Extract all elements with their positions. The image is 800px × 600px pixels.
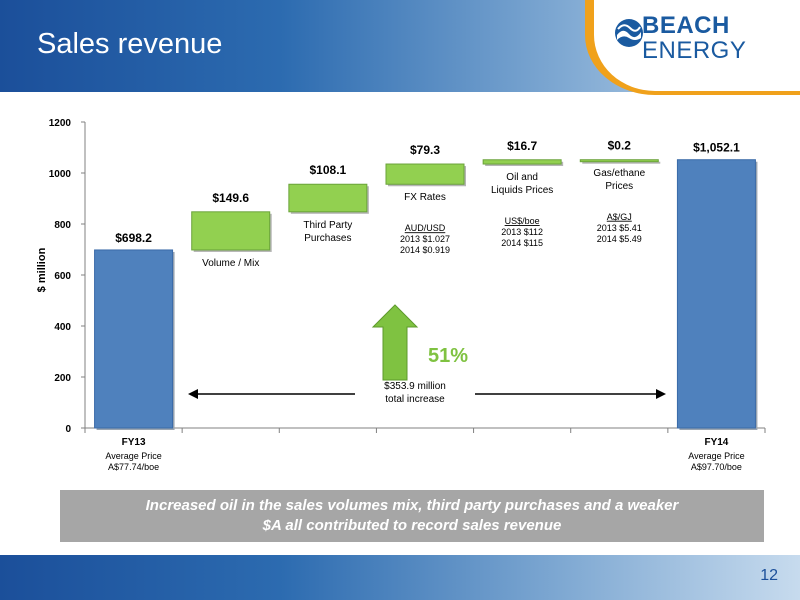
caption-box: Increased oil in the sales volumes mix, … [60,490,764,542]
header-band: Sales revenue BEACH ENERGY [0,0,800,95]
arrowhead-left-icon [188,389,198,399]
y-tick-label: 0 [65,424,71,435]
step-name-label: Gas/ethane [593,168,645,179]
step-detail-label: 2013 $1.027 [400,234,450,244]
data-label: $108.1 [310,163,347,177]
caption-line-2: $A all contributed to record sales reven… [262,517,562,534]
data-label: $16.7 [507,139,537,153]
step-detail-label: 2013 $112 [501,227,543,237]
category-sub-label: A$77.74/boe [108,462,159,472]
bar-total [94,249,174,429]
caption-line-1: Increased oil in the sales volumes mix, … [145,497,679,514]
step-name-label: FX Rates [404,192,446,203]
data-label: $1,052.1 [693,141,740,155]
y-axis-title: $ million [36,247,48,292]
y-tick-label: 600 [54,271,71,282]
y-tick-label: 1200 [49,118,72,129]
bar-delta [288,183,368,213]
data-label: $698.2 [115,231,152,245]
bar-delta [191,211,271,251]
step-detail-label: 2014 $0.919 [400,245,450,255]
y-tick-label: 400 [54,322,71,333]
increase-percent: 51% [428,345,468,367]
data-label: $79.3 [410,143,440,157]
step-name-label: Third Party [303,220,352,231]
bar-delta [385,163,465,185]
step-name-label: Purchases [304,233,351,244]
waterfall-chart: 0 200 400 600 800 1000 1200 $ million $698.2 FY13… [36,118,766,472]
data-label: $149.6 [212,191,249,205]
footer-band: 12 [0,555,800,600]
beach-energy-logo-icon [615,19,643,47]
category-sub-label: Average Price [105,451,161,461]
category-label: FY13 [122,437,146,448]
bar-delta [482,159,562,165]
data-label: $0.2 [608,139,632,153]
step-detail-label: AUD/USD [405,223,446,233]
increase-arrow-icon [371,304,419,381]
bar-total [676,159,756,429]
step-name-label: Volume / Mix [202,258,259,269]
category-sub-label: A$97.70/boe [691,462,742,472]
bar-delta [579,159,659,163]
step-detail-label: A$/GJ [607,212,632,222]
step-detail-label: US$/boe [505,216,540,226]
bar-shadow [582,161,661,164]
category-sub-label: Average Price [688,451,744,461]
logo-text-line1: BEACH [642,12,730,39]
page-number: 12 [760,567,778,584]
arrowhead-right-icon [656,389,666,399]
logo-text-line2: ENERGY [642,37,747,64]
chart-area: 0 200 400 600 800 1000 1200 $ million $698.2 FY13… [0,100,800,490]
category-label: FY14 [704,437,728,448]
step-name-label: Oil and [506,172,538,183]
step-name-label: Liquids Prices [491,185,553,196]
y-tick-label: 800 [54,220,71,231]
increase-annotation-line: $353.9 million [384,381,446,392]
step-detail-label: 2013 $5.41 [597,223,642,233]
y-tick-label: 200 [54,373,71,384]
increase-annotation-line: total increase [385,394,445,405]
step-name-label: Prices [605,181,633,192]
step-detail-label: 2014 $115 [501,238,543,248]
y-tick-label: 1000 [49,169,72,180]
step-detail-label: 2014 $5.49 [597,234,642,244]
page-title: Sales revenue [37,28,223,60]
logo: BEACH ENERGY [585,0,800,95]
